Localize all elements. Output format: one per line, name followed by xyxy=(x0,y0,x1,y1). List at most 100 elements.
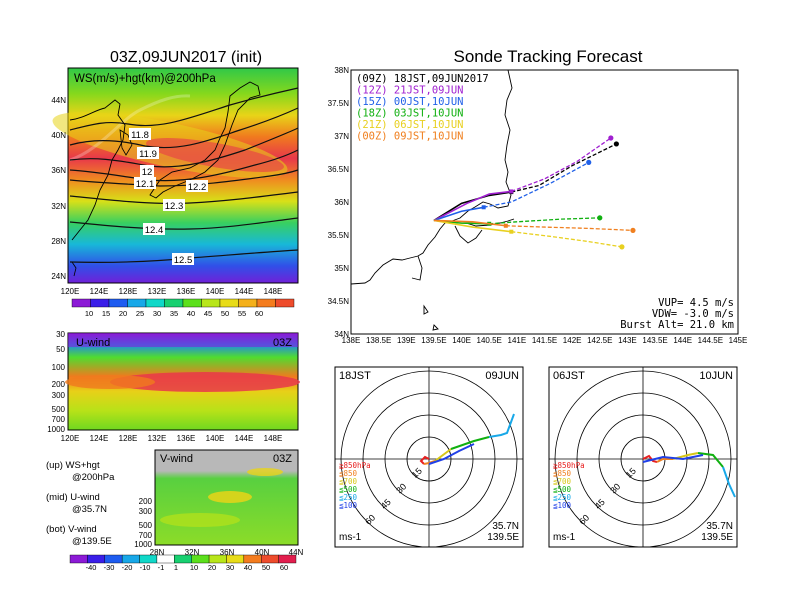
uv-colorbar-label: -1 xyxy=(158,563,165,572)
uv-colorbar-label: -20 xyxy=(122,563,133,572)
legend-entry: (12Z) 21JST,09JUN xyxy=(356,85,463,97)
ws-colorbar-label: 15 xyxy=(102,309,110,318)
left-title: 03Z,09JUN2017 (init) xyxy=(110,49,262,66)
hodograph-trace xyxy=(656,458,673,463)
ws-colorbar-label: 30 xyxy=(153,309,161,318)
uwind-label: U-wind xyxy=(76,337,110,349)
p-tick: 300 xyxy=(139,507,153,516)
hodograph-trace xyxy=(488,413,515,438)
ws-colorbar-label: 10 xyxy=(85,309,93,318)
lat-tick: 34.5N xyxy=(328,297,350,306)
landing-point xyxy=(597,215,603,221)
p-tick: 100 xyxy=(52,363,66,372)
uv-colorbar-label: -10 xyxy=(140,563,151,572)
landing-point xyxy=(630,227,636,233)
hodo-legend-entry: ≦700 xyxy=(553,477,572,486)
colorbar-swatch xyxy=(261,554,279,564)
ws-colorbar-label: 60 xyxy=(255,309,263,318)
p-tick: 30 xyxy=(56,330,65,339)
contour-label: 12.5 xyxy=(174,255,193,266)
lon-tick: 128E xyxy=(119,434,138,443)
note-line: @35.7N xyxy=(72,504,107,515)
uwind-time: 03Z xyxy=(273,337,292,349)
lat-tick: 38N xyxy=(334,66,349,75)
lat-tick: 36N xyxy=(220,548,235,557)
lon-tick: 148E xyxy=(264,434,283,443)
colorbar-swatch xyxy=(226,554,245,564)
lon-tick: 145E xyxy=(729,336,748,345)
legend-entry: (21Z) 06JST,10JUN xyxy=(356,119,463,131)
lat-tick: 28N xyxy=(150,548,165,557)
contour-label: 11.9 xyxy=(139,149,157,160)
lon-tick: 144E xyxy=(235,434,254,443)
lat-tick: 24N xyxy=(51,272,66,281)
lon-tick: 142.5E xyxy=(587,336,612,345)
legend-entry: (15Z) 00JST,10JUN xyxy=(356,96,463,108)
sonde-param: VDW= -3.0 m/s xyxy=(652,308,734,320)
hodograph-trace xyxy=(697,452,724,468)
colorbar-swatch xyxy=(156,554,175,564)
colorbar-swatch xyxy=(69,554,88,564)
lon-tick: 143E xyxy=(618,336,637,345)
colorbar-swatch xyxy=(275,298,295,308)
lat-tick: 40N xyxy=(255,548,270,557)
p-tick: 500 xyxy=(52,405,66,414)
lon-tick: 120E xyxy=(61,287,80,296)
lon-tick: 139.5E xyxy=(421,336,446,345)
track-descent-line xyxy=(483,161,590,208)
track-ascent-line xyxy=(433,206,484,222)
contour-labels: 11.8 11.9 12 12.1 12.2 12.3 12.4 12.5 xyxy=(129,128,208,266)
lon-tick: 124E xyxy=(90,287,109,296)
lat-tick: 36N xyxy=(334,198,349,207)
contour-label: 12.3 xyxy=(165,201,184,212)
vwind-panel: V-wind 03Z 200 300 500 700 1000 28N 32N … xyxy=(134,449,304,557)
hodo-legend-entry: ≧850hPa xyxy=(339,461,371,470)
lon-tick: 141E xyxy=(508,336,527,345)
lat-tick: 36N xyxy=(51,166,66,175)
colorbar-swatch xyxy=(127,298,147,308)
hodograph-trace xyxy=(642,454,704,463)
map-lat-ticks: 44N 40N 36N 32N 28N 24N xyxy=(51,96,66,281)
lat-tick: 36.5N xyxy=(328,165,350,174)
ws-colorbar: 10 15 20 25 30 35 40 45 50 55 60 xyxy=(71,298,295,318)
colorbar-swatch xyxy=(174,554,192,564)
landing-point xyxy=(619,244,625,250)
lat-tick: 32N xyxy=(185,548,200,557)
contour-label: 12.1 xyxy=(136,179,155,190)
lon-tick: 141.5E xyxy=(532,336,557,345)
lon-tick: 140E xyxy=(452,336,471,345)
uv-colorbar-label: 50 xyxy=(262,563,270,572)
lon-tick: 136E xyxy=(177,434,196,443)
colorbar-swatch xyxy=(278,554,297,564)
note-line: @200hPa xyxy=(72,472,115,483)
contour-label: 12.4 xyxy=(145,225,164,236)
note-line: (bot) V-wind xyxy=(46,524,97,535)
ws-map: 11.8 11.9 12 12.1 12.2 12.3 12.4 12.5 WS… xyxy=(52,67,299,284)
lon-tick: 140E xyxy=(206,287,225,296)
ring-label: 15 xyxy=(410,466,424,480)
hodo-lat: 35.7N xyxy=(706,521,733,532)
colorbar-swatch xyxy=(90,298,110,308)
lat-tick: 44N xyxy=(289,548,304,557)
colorbar-swatch xyxy=(71,298,91,308)
uv-colorbar-label: -40 xyxy=(86,563,97,572)
landing-point xyxy=(608,135,614,141)
hodo-time: 18JST xyxy=(339,370,371,382)
uv-colorbar-label: 30 xyxy=(226,563,234,572)
ring-label: 30 xyxy=(394,481,408,495)
vwind-label: V-wind xyxy=(160,453,193,465)
lat-tick: 44N xyxy=(51,96,66,105)
hodo-legend-entry: ≦500 xyxy=(339,485,358,494)
right-title: Sonde Tracking Forecast xyxy=(454,47,643,66)
ws-colorbar-label: 25 xyxy=(136,309,144,318)
hodo-lon: 139.5E xyxy=(701,532,733,543)
contour-label: 11.8 xyxy=(131,130,149,141)
lon-tick: 128E xyxy=(119,287,138,296)
hodo-date: 10JUN xyxy=(699,370,733,382)
burst-point xyxy=(503,223,508,228)
hodograph-trace xyxy=(419,455,430,465)
colorbar-swatch xyxy=(201,298,221,308)
hodo-date: 09JUN xyxy=(485,370,519,382)
